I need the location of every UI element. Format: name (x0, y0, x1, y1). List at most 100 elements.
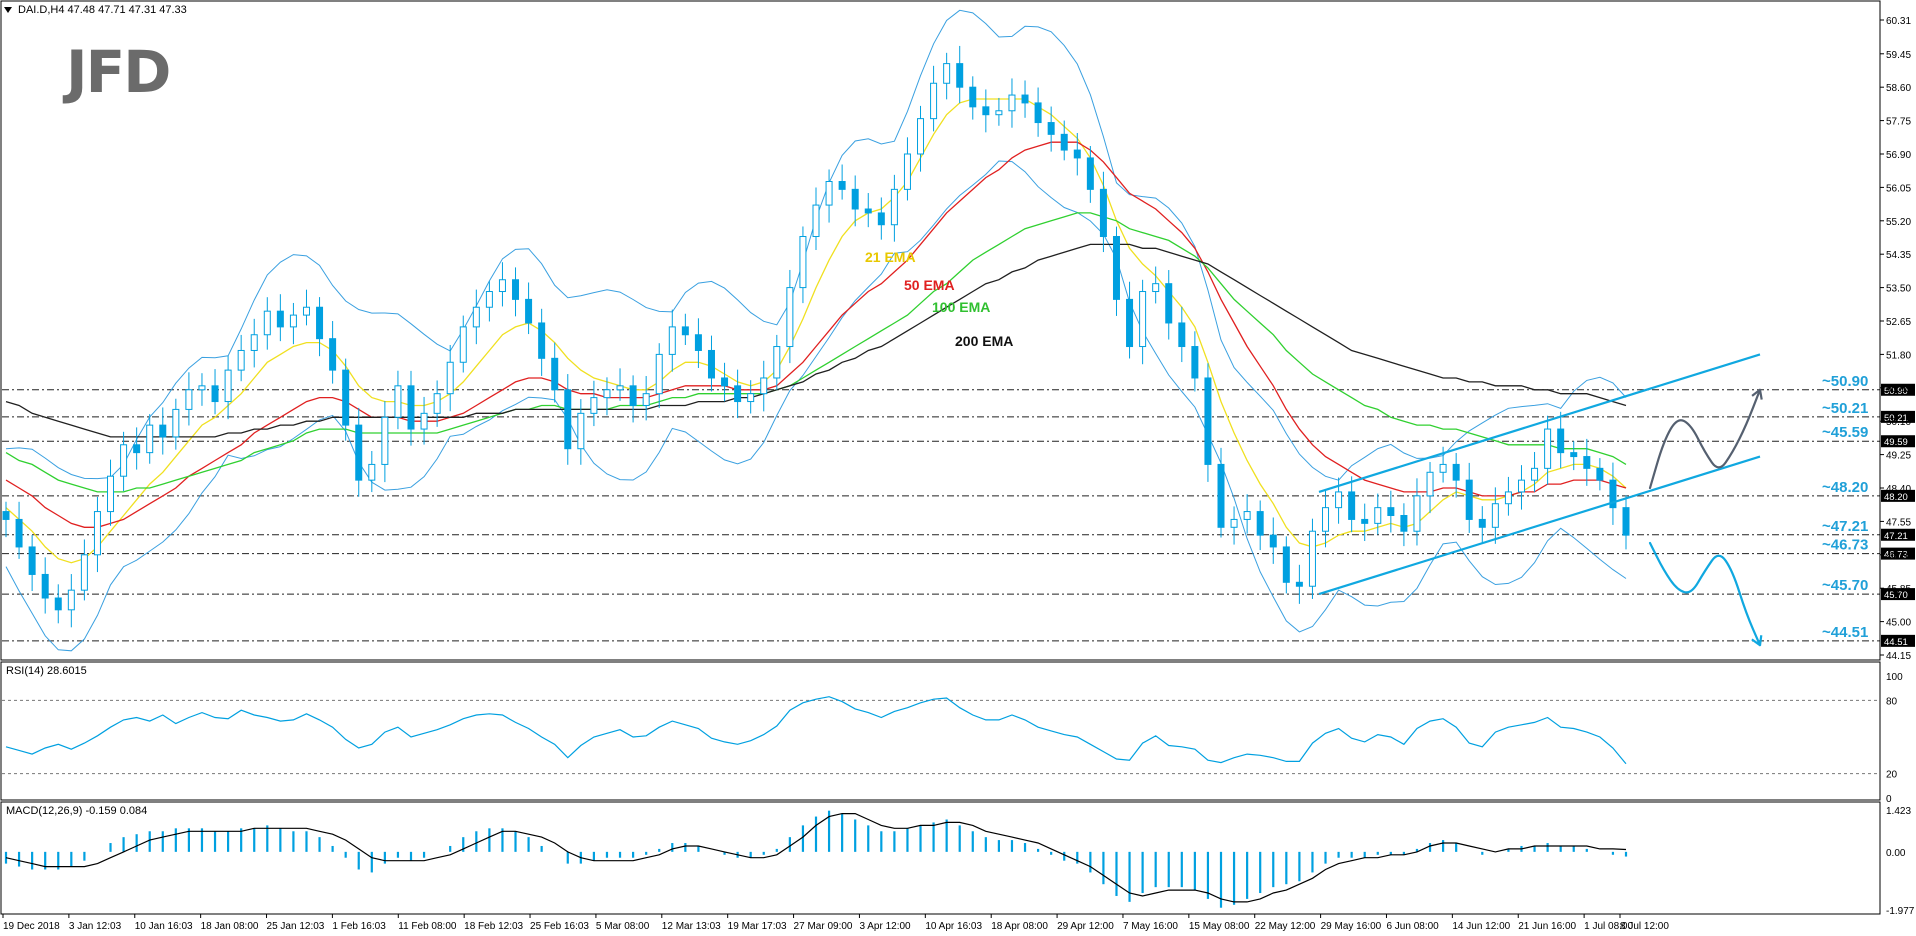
candle-body (707, 349, 715, 379)
candle-body (1596, 467, 1604, 481)
price-tick-label: 45.85 (1886, 584, 1911, 595)
candle-body (642, 393, 650, 406)
candle-body (903, 153, 911, 190)
candle-body (302, 306, 310, 316)
candle-body (1609, 479, 1617, 509)
axis-level-badge (1881, 547, 1915, 560)
candle-body (1557, 428, 1565, 454)
candle-body (498, 279, 506, 293)
candle-body (838, 181, 846, 190)
candle-body (1465, 479, 1473, 520)
time-tick-label: 5 Mar 08:00 (596, 921, 650, 932)
candle-body (198, 385, 206, 391)
candle-body (995, 110, 1003, 116)
candle-body (917, 118, 925, 155)
rsi-line (5, 696, 1627, 765)
candle-body (54, 597, 62, 611)
candle-body (1008, 94, 1016, 112)
candle-body (603, 389, 611, 399)
candle-body (1335, 491, 1343, 509)
candle-body (41, 573, 49, 599)
axis-level-badge-label: 50.21 (1884, 413, 1908, 424)
bearish-scenario-path (1648, 541, 1762, 647)
price-tick-label: 45.00 (1886, 618, 1911, 629)
time-tick-label: 22 May 12:00 (1255, 921, 1316, 932)
candle-body (1570, 452, 1578, 458)
dropdown-triangle-icon[interactable] (4, 7, 12, 14)
ema-annotation: 100 EMA (932, 299, 990, 315)
candle-body (1126, 298, 1134, 348)
bearish-scenario-path-arrowhead (1751, 635, 1763, 647)
candle-body (342, 369, 350, 426)
bollinger-bands (5, 9, 1627, 652)
candle-body (956, 63, 964, 88)
macd-tick-label: 1.423 (1886, 806, 1911, 817)
price-tick-label: 56.05 (1886, 183, 1911, 194)
candle-body (1374, 507, 1382, 524)
candle-body (407, 385, 415, 430)
candle-body (224, 369, 232, 403)
level-label: ~45.59 (1822, 424, 1868, 441)
price-tick-label: 44.15 (1886, 651, 1911, 662)
candle-body (1112, 236, 1120, 300)
time-tick-label: 25 Jan 12:03 (267, 921, 325, 932)
candle-body (1191, 346, 1199, 379)
time-tick-label: 3 Jan 12:03 (69, 921, 122, 932)
axis-level-badge-label: 45.70 (1884, 590, 1908, 601)
candle-body (1439, 463, 1447, 473)
support-resistance-levels: ~50.90 50.90 ~50.21 50.21 ~45.59 49.59 ~48.20 4… (2, 373, 1915, 648)
price-tick-label: 55.20 (1886, 217, 1911, 228)
price-tick-label: 50.95 (1886, 384, 1911, 395)
candle-body (786, 287, 794, 348)
time-tick-label: 21 Jun 16:00 (1518, 921, 1576, 932)
axis-level-badge-label: 44.51 (1884, 637, 1908, 648)
candle-body (969, 86, 977, 108)
level-label: ~44.51 (1822, 624, 1868, 641)
price-panel-frame (0, 0, 1881, 661)
candle-body (694, 334, 702, 351)
symbol-header: DAI.D,H4 47.48 47.71 47.31 47.33 (4, 4, 187, 16)
candle-body (629, 385, 637, 406)
candle-body (1544, 428, 1552, 469)
candle-body (812, 204, 820, 238)
candle-body (1426, 471, 1434, 497)
ema-annotation: 200 EMA (955, 333, 1013, 349)
time-tick-label: 18 Apr 08:00 (991, 921, 1048, 932)
candle-body (1204, 377, 1212, 465)
price-tick-label: 47.55 (1886, 517, 1911, 528)
rsi-tick-label: 0 (1886, 794, 1892, 805)
time-tick-label: 10 Apr 16:03 (925, 921, 982, 932)
level-label: ~50.21 (1822, 400, 1868, 417)
axis-level-badge-label: 48.20 (1884, 492, 1908, 503)
level-label: ~46.73 (1822, 537, 1868, 554)
price-tick-label: 50.10 (1886, 417, 1911, 428)
candle-body (825, 181, 833, 206)
candle-body (237, 349, 245, 371)
channel-upper-line (1318, 353, 1761, 493)
price-axis: 60.31 59.45 58.60 57.75 56.90 56.05 55.20 54.35… (1879, 1, 1911, 662)
candle-body (1531, 467, 1539, 481)
time-tick-label: 12 Mar 13:03 (662, 921, 721, 932)
candle-body (1178, 322, 1186, 348)
candle-body (446, 361, 454, 395)
candle-body (1583, 456, 1591, 469)
candle-body (250, 334, 258, 351)
axis-level-badge (1881, 528, 1915, 541)
price-tick-label: 48.40 (1886, 484, 1911, 495)
jfd-logo: JFD (66, 38, 171, 106)
candle-body (773, 346, 781, 379)
candle-body (864, 208, 872, 214)
candle-body (1269, 534, 1277, 548)
candle-body (80, 554, 88, 591)
candle-body (276, 310, 284, 328)
candle-body (211, 385, 219, 403)
candle-body (394, 385, 402, 418)
time-tick-label: 29 May 16:00 (1321, 921, 1382, 932)
ema-line (5, 141, 1627, 528)
candle-body (1099, 188, 1107, 238)
macd-tick-label: -1.977 (1886, 906, 1915, 917)
time-tick-label: 1 Jul 08:00 (1584, 921, 1633, 932)
candle-body (1243, 511, 1251, 520)
time-tick-label: 3 Apr 12:00 (859, 921, 911, 932)
